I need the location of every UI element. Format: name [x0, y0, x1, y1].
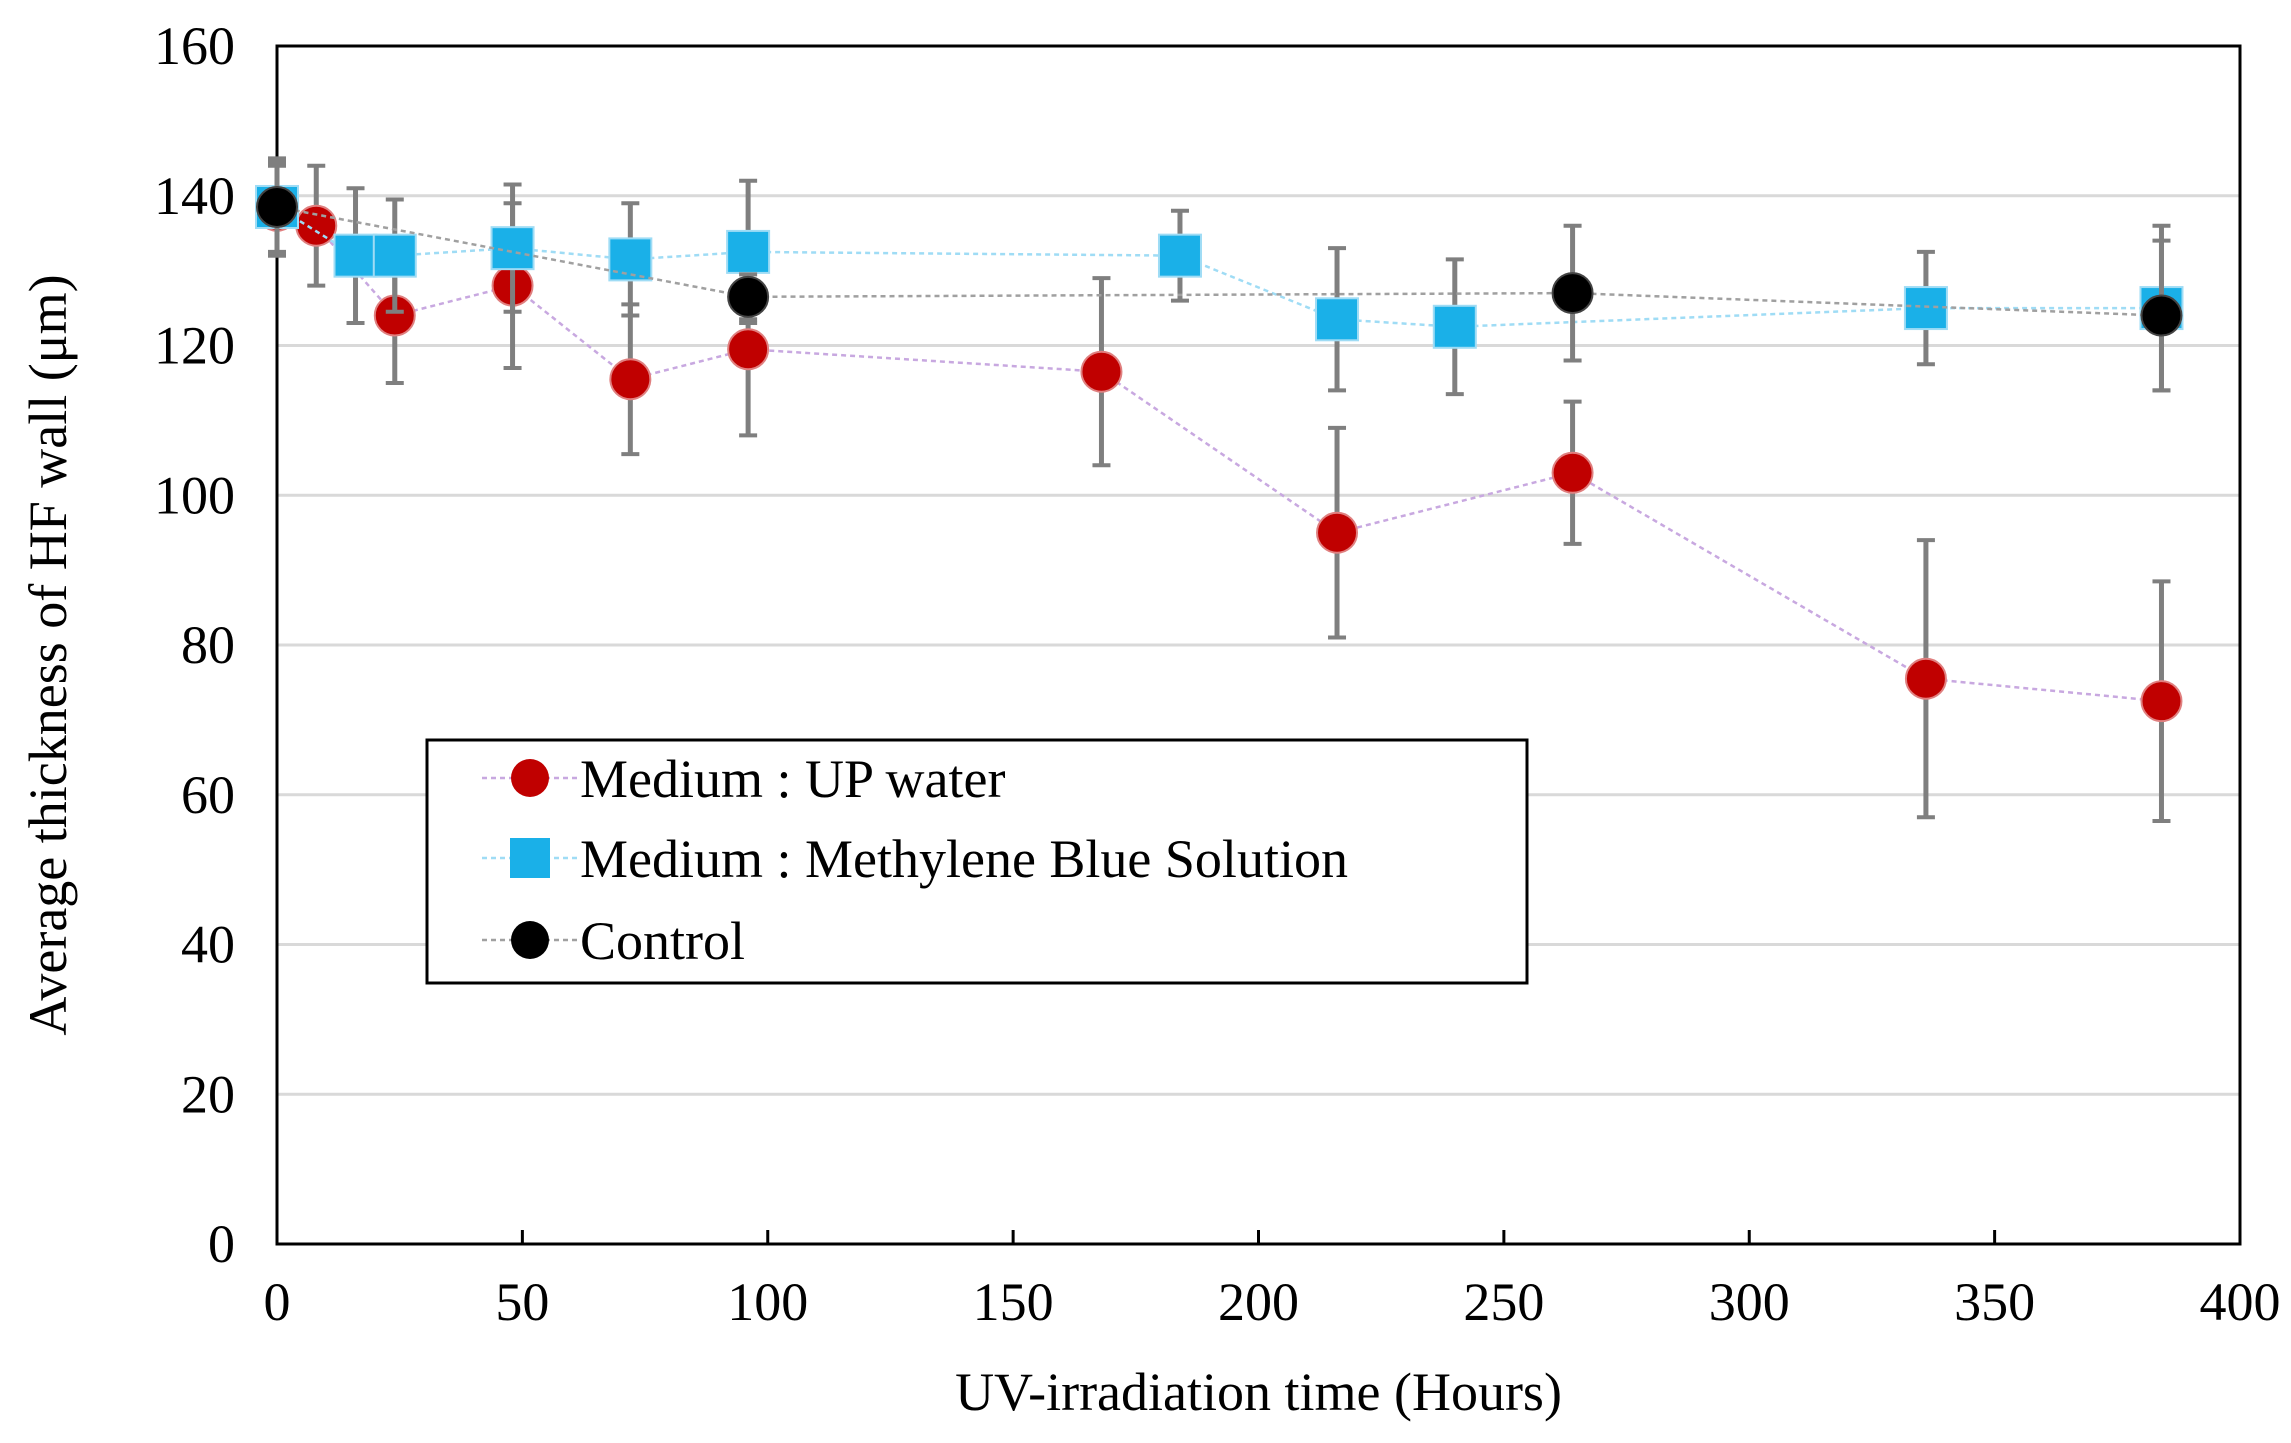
legend-item: Control [482, 911, 745, 971]
x-axis-title: UV-irradiation time (Hours) [955, 1362, 1562, 1422]
legend-item: Medium : UP water [482, 749, 1005, 809]
x-tick-label: 350 [1954, 1272, 2035, 1332]
y-tick-label: 0 [208, 1214, 235, 1274]
data-point [295, 204, 338, 247]
x-tick-label: 200 [1218, 1272, 1299, 1332]
data-point [372, 233, 417, 278]
y-tick-label: 80 [181, 615, 235, 675]
data-point [1904, 657, 1947, 700]
series-0 [256, 163, 2183, 823]
data-point [2140, 680, 2183, 723]
data-point [1551, 451, 1594, 494]
axis-ticks: 0 20 40 60 80 100 120 140 160 0 50 100 150 200 250 300 3… [154, 16, 2281, 1332]
y-tick-label: 20 [181, 1064, 235, 1124]
series-line [276, 205, 2162, 317]
y-tick-label: 40 [181, 915, 235, 975]
series-line [276, 209, 2162, 703]
series-layer [255, 156, 2184, 823]
x-tick-label: 50 [495, 1272, 549, 1332]
legend-swatch-marker [510, 838, 550, 878]
data-point [490, 226, 535, 271]
y-tick-label: 140 [154, 166, 235, 226]
series-2 [256, 156, 2183, 393]
data-point [2140, 294, 2183, 337]
x-tick-label: 250 [1463, 1272, 1544, 1332]
x-tick-label: 400 [2200, 1272, 2281, 1332]
data-point [256, 185, 298, 228]
data-point [1551, 272, 1594, 315]
legend-box [425, 738, 1529, 985]
data-point [1080, 350, 1123, 393]
data-point [333, 233, 378, 278]
y-tick-label: 60 [181, 765, 235, 825]
data-point [727, 275, 770, 318]
legend-swatch-marker [511, 759, 549, 797]
legend-swatch-marker [511, 921, 549, 959]
data-point [1316, 511, 1359, 554]
data-point [727, 328, 770, 371]
data-point [609, 358, 652, 401]
data-point [726, 229, 771, 274]
x-tick-label: 100 [727, 1272, 808, 1332]
x-tick-label: 150 [973, 1272, 1054, 1332]
legend-label: Medium : Methylene Blue Solution [580, 829, 1348, 889]
legend-label: Control [580, 911, 745, 971]
data-point [1157, 233, 1202, 278]
legend: Medium : UP water Medium : Methylene Blue… [425, 738, 1529, 985]
legend-item: Medium : Methylene Blue Solution [482, 829, 1348, 889]
y-tick-label: 120 [154, 316, 235, 376]
data-point [1315, 297, 1360, 342]
legend-label: Medium : UP water [580, 749, 1005, 809]
x-tick-label: 300 [1709, 1272, 1790, 1332]
y-axis-title: Average thickness of HF wall (μm) [18, 274, 78, 1035]
y-tick-label: 100 [154, 465, 235, 525]
data-point [1903, 286, 1948, 331]
data-point [1432, 304, 1477, 349]
data-point [608, 237, 653, 282]
x-tick-label: 0 [264, 1272, 291, 1332]
y-tick-label: 160 [154, 16, 235, 76]
